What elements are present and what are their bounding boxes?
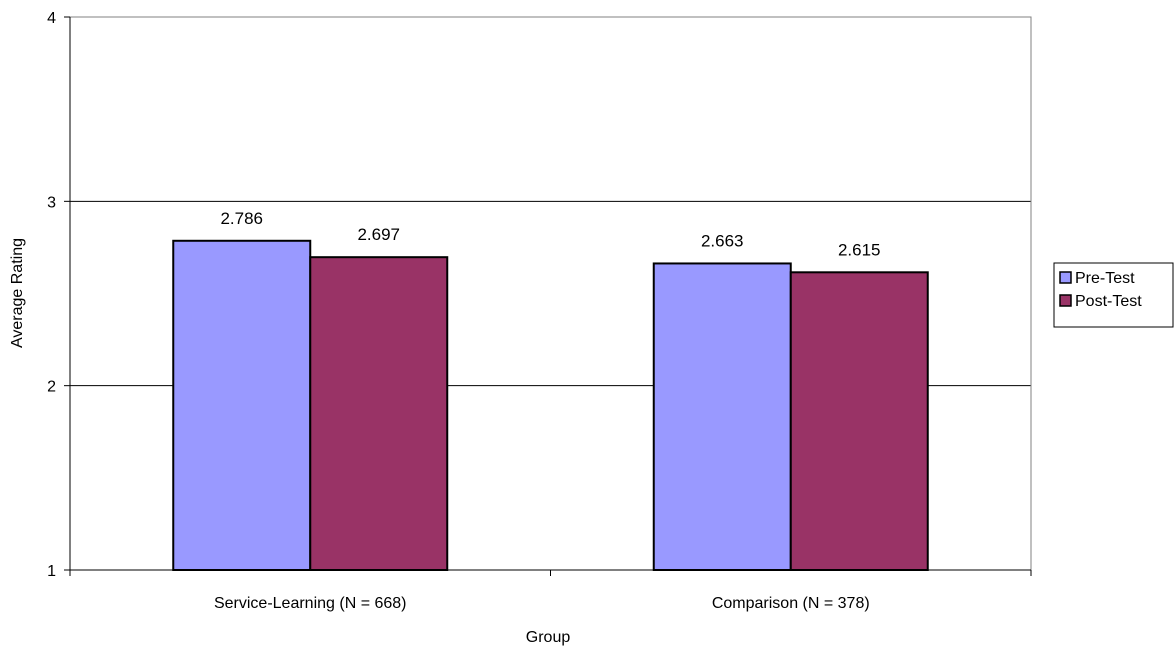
- data-label: 2.663: [701, 231, 744, 250]
- legend: Pre-Test Post-Test: [1054, 263, 1173, 327]
- y-axis-title: Average Rating: [9, 238, 26, 348]
- bar: [310, 257, 447, 570]
- y-tick-label: 3: [47, 194, 56, 211]
- y-tick-label: 2: [47, 379, 56, 396]
- x-tick-label: Service-Learning (N = 668): [214, 595, 407, 612]
- x-axis-title: Group: [526, 629, 571, 646]
- bar: [791, 272, 928, 570]
- plot-area: 1 2 3 4 2.786 2.697 Service-Learning (N = 668)…: [47, 10, 1031, 612]
- y-tick-label: 4: [47, 10, 56, 27]
- data-label: 2.697: [357, 225, 400, 244]
- legend-label: Pre-Test: [1075, 270, 1135, 287]
- bar: [654, 263, 791, 570]
- data-label: 2.786: [220, 209, 263, 228]
- bar: [173, 241, 310, 570]
- legend-label: Post-Test: [1075, 293, 1142, 310]
- legend-swatch: [1060, 272, 1071, 283]
- y-tick-label: 1: [47, 563, 56, 580]
- data-label: 2.615: [838, 240, 881, 259]
- legend-swatch: [1060, 295, 1071, 306]
- x-tick-label: Comparison (N = 378): [712, 595, 870, 612]
